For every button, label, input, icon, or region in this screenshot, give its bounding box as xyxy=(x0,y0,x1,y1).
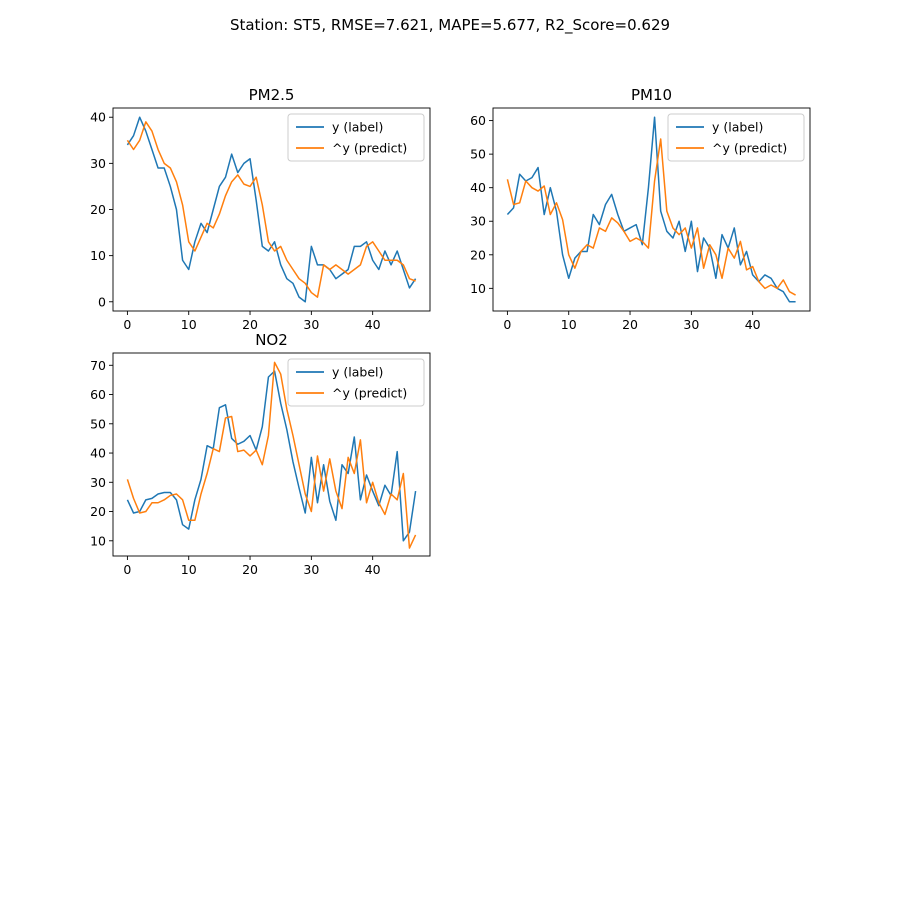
pm2-5-xtick-label: 30 xyxy=(303,317,319,332)
no2-xtick-label: 30 xyxy=(303,562,319,577)
no2-ytick-label: 60 xyxy=(90,387,106,402)
subplot-no2: 0 10 20 30 40 10 20 30 40 50 60 70 NO2 y (label) ^y (p… xyxy=(90,331,431,577)
pm10-title: PM10 xyxy=(631,86,672,104)
pm2-5-series-predict-line xyxy=(126,121,416,298)
pm10-legend-entry-label: y (label) xyxy=(712,120,763,135)
no2-legend-entry-label: y (label) xyxy=(332,365,383,380)
no2-legend-entry-predict: ^y (predict) xyxy=(332,386,407,401)
no2-ytick-label: 40 xyxy=(90,446,106,461)
no2-ytick-label: 50 xyxy=(90,416,106,431)
subplot-pm2-5: 0 10 20 30 40 0 10 20 30 40 PM2.5 y (label) ^y (pred… xyxy=(90,86,431,332)
pm10-ytick-label: 20 xyxy=(470,247,486,262)
no2-xtick-label: 10 xyxy=(181,562,197,577)
pm10-ytick-label: 50 xyxy=(470,147,486,162)
pm2-5-ytick-label: 20 xyxy=(90,202,106,217)
pm10-series-predict-line xyxy=(506,138,796,296)
no2-series-label-line xyxy=(126,370,417,542)
pm10-legend-box xyxy=(667,113,805,162)
pm2-5-ytick-label: 0 xyxy=(98,294,106,309)
pm10-ytick-label: 10 xyxy=(470,281,486,296)
pm2-5-xtick-label: 0 xyxy=(123,317,131,332)
pm2-5-legend-entry-label: y (label) xyxy=(332,120,383,135)
no2-title: NO2 xyxy=(255,331,288,349)
no2-legend: y (label) ^y (predict) xyxy=(287,358,425,407)
pm2-5-xtick-label: 20 xyxy=(242,317,258,332)
pm10-ytick-label: 40 xyxy=(470,180,486,195)
pm10-xtick-label: 0 xyxy=(503,317,511,332)
pm2-5-legend: y (label) ^y (predict) xyxy=(287,113,425,162)
subplots: 0 10 20 30 40 0 10 20 30 40 PM2.5 y (label) ^y (pred… xyxy=(90,86,811,577)
pm2-5-xtick-label: 40 xyxy=(365,317,381,332)
pm10-legend: y (label) ^y (predict) xyxy=(667,113,805,162)
pm2-5-legend-entry-predict: ^y (predict) xyxy=(332,141,407,156)
no2-xtick-label: 20 xyxy=(242,562,258,577)
no2-xtick-label: 0 xyxy=(123,562,131,577)
no2-series-predict-line xyxy=(126,361,417,549)
pm10-series-label-line xyxy=(506,116,796,303)
pm2-5-title: PM2.5 xyxy=(249,86,295,104)
no2-ytick-label: 30 xyxy=(90,475,106,490)
no2-axes-frame xyxy=(112,352,431,557)
subplot-pm10: 0 10 20 30 40 10 20 30 40 50 60 PM10 y (label) ^y (pr… xyxy=(470,86,811,332)
no2-xtick-label: 40 xyxy=(365,562,381,577)
pm2-5-legend-box xyxy=(287,113,425,162)
pm2-5-ytick-label: 10 xyxy=(90,248,106,263)
pm10-legend-entry-predict: ^y (predict) xyxy=(712,141,787,156)
no2-ytick-label: 10 xyxy=(90,533,106,548)
pm10-axes-frame xyxy=(492,107,811,312)
pm10-xtick-label: 40 xyxy=(745,317,761,332)
no2-ytick-label: 70 xyxy=(90,358,106,373)
pm2-5-ytick-label: 30 xyxy=(90,156,106,171)
pm2-5-ytick-label: 40 xyxy=(90,110,106,125)
pm10-xtick-label: 20 xyxy=(622,317,638,332)
pm10-ytick-label: 60 xyxy=(470,113,486,128)
no2-legend-box xyxy=(287,358,425,407)
pm10-xtick-label: 10 xyxy=(561,317,577,332)
pm2-5-xtick-label: 10 xyxy=(181,317,197,332)
pm10-ytick-label: 30 xyxy=(470,214,486,229)
no2-ytick-label: 20 xyxy=(90,504,106,519)
figure-title: Station: ST5, RMSE=7.621, MAPE=5.677, R2… xyxy=(230,16,670,35)
pm10-xtick-label: 30 xyxy=(683,317,699,332)
